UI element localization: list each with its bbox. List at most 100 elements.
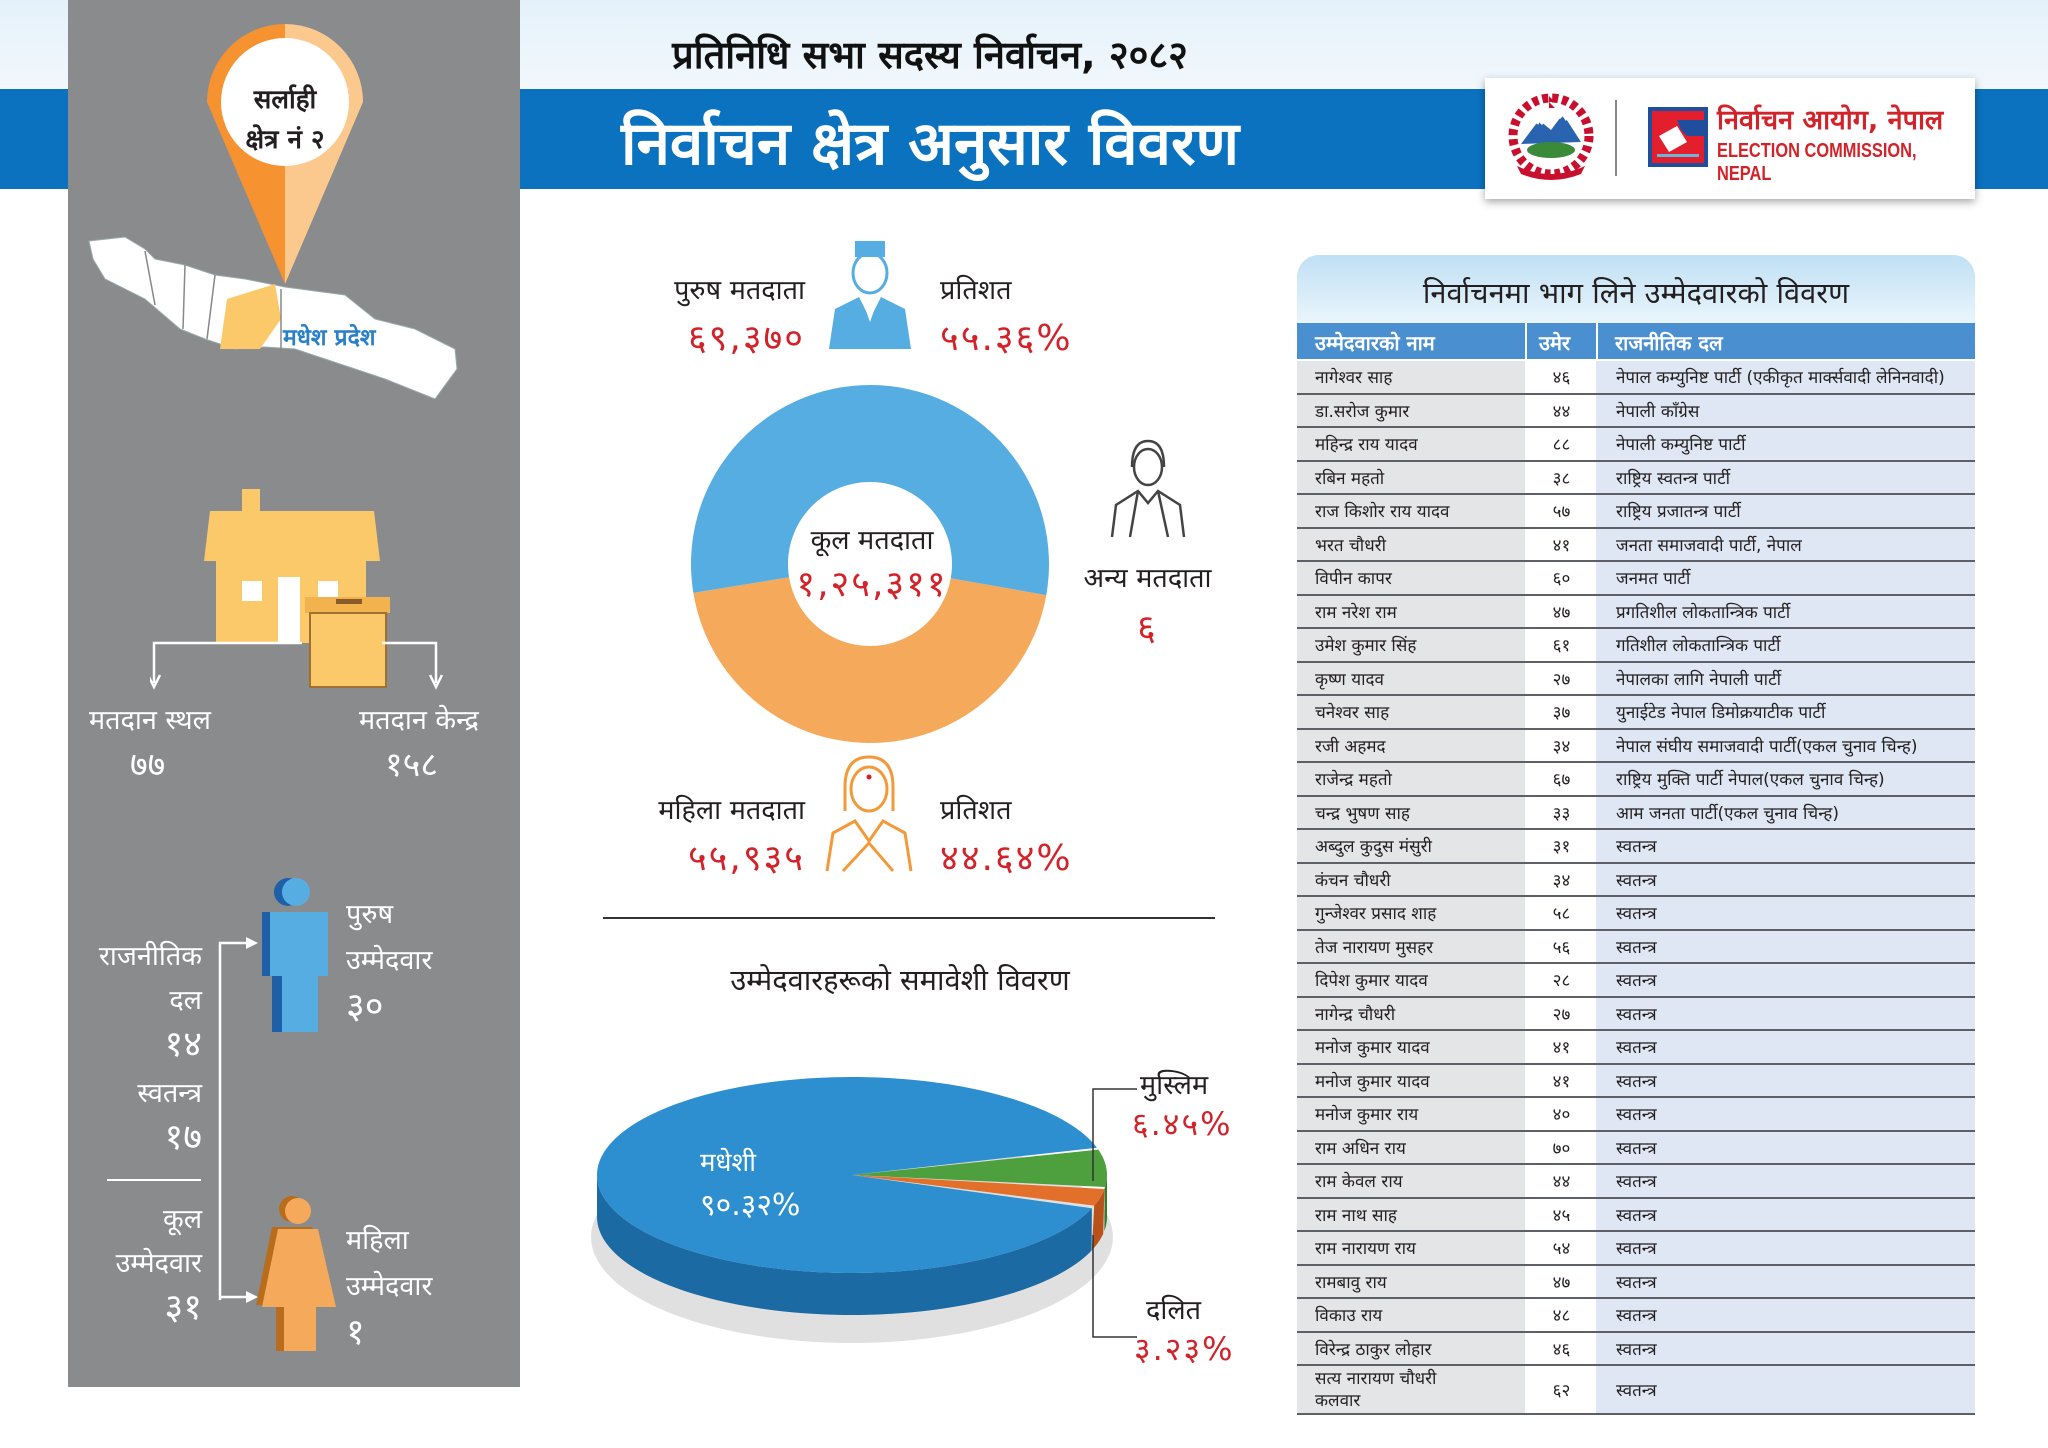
female-candidates-label-2: उम्मेदवार [346,1271,433,1302]
candidate-name: राज किशोर राय यादव [1297,495,1525,527]
candidate-age: ४६ [1525,1332,1596,1364]
candidate-name: रामबावु राय [1297,1265,1525,1297]
independent-label: स्वतन्त्र [137,1078,202,1109]
table-row: भरत चौधरी ४१ जनता समाजवादी पार्टी, नेपाल [1297,528,1975,562]
table-row: तेज नारायण मुसहर ५६ स्वतन्त्र [1297,930,1975,964]
table-row: नागेश्वर साह ४६ नेपाल कम्युनिष्ट पार्टी (ए… [1297,361,1975,395]
female-candidates-label: महिला [346,1225,409,1256]
male-candidates-label-2: उम्मेदवार [346,945,433,976]
male-voters-label: पुरुष मतदाता [674,275,805,306]
candidate-party: राष्ट्रिय मुक्ति पार्टी नेपाल(एकल चुनाव … [1596,763,1975,795]
election-commission-logo-icon [1648,107,1708,167]
table-row: गुन्जेश्वर प्रसाद शाह ५८ स्वतन्त्र [1297,897,1975,931]
candidate-name: राम केवल राय [1297,1165,1525,1197]
candidate-name: महिन्द्र राय यादव [1297,428,1525,460]
nepal-emblem-icon [1508,93,1594,180]
table-row: कृष्ण यादव २७ नेपालका लागि नेपाली पार्टी [1297,662,1975,696]
table-row: राम नाथ साह ४५ स्वतन्त्र [1297,1198,1975,1232]
candidate-name: राम नारायण राय [1297,1232,1525,1264]
table-row: चन्द्र भुषण साह ३३ आम जनता पार्टी(एकल चुना… [1297,796,1975,830]
candidate-name: नागेश्वर साह [1297,361,1525,393]
table-row: राम नरेश राम ४७ प्रगतिशील लोकतान्त्रिक पार… [1297,595,1975,629]
female-candidate-icon [256,1196,336,1351]
candidate-age: ४१ [1525,528,1596,560]
candidate-party: स्वतन्त्र [1596,1265,1975,1297]
table-row: महिन्द्र राय यादव ८८ नेपाली कम्युनिष्ट पार… [1297,428,1975,462]
total-label: कूल [162,1204,202,1235]
candidate-party: स्वतन्त्र [1596,863,1975,895]
section-divider [603,917,1215,919]
candidate-name: राम नाथ साह [1297,1198,1525,1230]
table-row: मनोज कुमार यादव ४१ स्वतन्त्र [1297,1064,1975,1098]
candidate-age: ४७ [1525,1265,1596,1297]
candidate-age: ३८ [1525,461,1596,493]
candidate-name: रबिन महतो [1297,461,1525,493]
table-row: कंचन चौधरी ३४ स्वतन्त्र [1297,863,1975,897]
candidate-party: स्वतन्त्र [1596,1366,1975,1413]
total-value: ३१ [164,1287,202,1328]
logo-box: निर्वाचन आयोग, नेपाल ELECTION COMMISSION… [1485,78,1975,199]
total-voters-label: कूल मतदाता [810,525,934,556]
other-voters-value: ६ [1137,608,1158,649]
total-candidates: कूल उम्मेदवार ३१ [80,1198,202,1330]
candidate-age: ४८ [1525,1299,1596,1331]
candidate-age: ३१ [1525,830,1596,862]
pin-label: सर्लाही क्षेत्र नं २ [225,80,345,160]
candidate-age: ६० [1525,562,1596,594]
candidate-name: सत्य नारायण चौधरी कलवार [1297,1366,1525,1413]
female-candidates-value: १ [346,1312,365,1353]
table-row: अब्दुल कुदुस मंसुरी ३१ स्वतन्त्र [1297,830,1975,864]
table-header-row: उम्मेदवारको नाम उमेर राजनीतिक दल [1297,323,1975,359]
candidate-age: ४१ [1525,1031,1596,1063]
pin-constituency: क्षेत्र नं २ [245,125,325,155]
candidate-party: स्वतन्त्र [1596,964,1975,996]
candidate-name: राम नरेश राम [1297,595,1525,627]
male-candidates-label: पुरुष [346,899,394,930]
candidate-name: राम अधिन राय [1297,1131,1525,1163]
location-pin-icon [207,24,363,284]
inclusion-chart-title: उम्मेदवारहरूको समावेशी विवरण [730,963,1070,997]
logo-text-nepali: निर्वाचन आयोग, नेपाल [1717,105,1944,136]
candidate-age: २७ [1525,997,1596,1029]
female-percent-label: प्रतिशत [940,795,1012,826]
candidate-name: डा.सरोज कुमार [1297,394,1525,426]
candidate-age: ४४ [1525,1165,1596,1197]
candidate-name: चनेश्वर साह [1297,696,1525,728]
candidate-name: कंचन चौधरी [1297,863,1525,895]
candidate-age: ७० [1525,1131,1596,1163]
table-row: राजेन्द्र महतो ६७ राष्ट्रिय मुक्ति पार्टी … [1297,763,1975,797]
column-header-party: राजनीतिक दल [1615,331,1723,355]
candidate-party: स्वतन्त्र [1596,1131,1975,1163]
party-label-2: दल [169,985,202,1016]
voter-donut-chart [691,384,1049,743]
pie-label-dalit: दलित [1146,1295,1202,1326]
candidate-age: ४४ [1525,394,1596,426]
candidate-age: ५८ [1525,897,1596,929]
logo-divider [1615,100,1617,176]
pie-side-dalit [1091,1189,1105,1251]
pie-label-madhesi: मधेशी [700,1148,756,1178]
candidate-party: युनाईटेड नेपाल डिमोक्रयाटीक पार्टी [1596,696,1975,728]
column-header-name: उम्मेदवारको नाम [1315,331,1435,355]
table-row: राज किशोर राय यादव ५७ राष्ट्रिय प्रजातन्त्… [1297,495,1975,529]
candidate-party: नेपाली काँग्रेस [1596,394,1975,426]
candidate-party: स्वतन्त्र [1596,997,1975,1029]
total-label-2: उम्मेदवार [115,1248,202,1279]
table-row: मनोज कुमार यादव ४१ स्वतन्त्र [1297,1031,1975,1065]
candidate-party: नेपालका लागि नेपाली पार्टी [1596,662,1975,694]
candidate-name: गुन्जेश्वर प्रसाद शाह [1297,897,1525,929]
pie-slice-muslim [852,1149,1107,1187]
table-row: चनेश्वर साह ३७ युनाईटेड नेपाल डिमोक्रयाटीक… [1297,696,1975,730]
male-percent-label: प्रतिशत [940,275,1012,306]
candidate-age: २७ [1525,662,1596,694]
sum-divider [107,1179,201,1181]
logo-text-english: ELECTION COMMISSION, NEPAL [1717,140,1917,185]
election-subtitle: प्रतिनिधि सभा सदस्य निर्वाचन, २०८२ [672,33,1188,77]
nepal-map-icon [88,236,458,399]
candidate-age: ६७ [1525,763,1596,795]
male-voter-icon [829,241,911,349]
candidate-party: जनता समाजवादी पार्टी, नेपाल [1596,528,1975,560]
female-percent-value: ४४.६४% [940,838,1073,879]
candidate-name: चन्द्र भुषण साह [1297,796,1525,828]
candidate-party: गतिशील लोकतान्त्रिक पार्टी [1596,629,1975,661]
